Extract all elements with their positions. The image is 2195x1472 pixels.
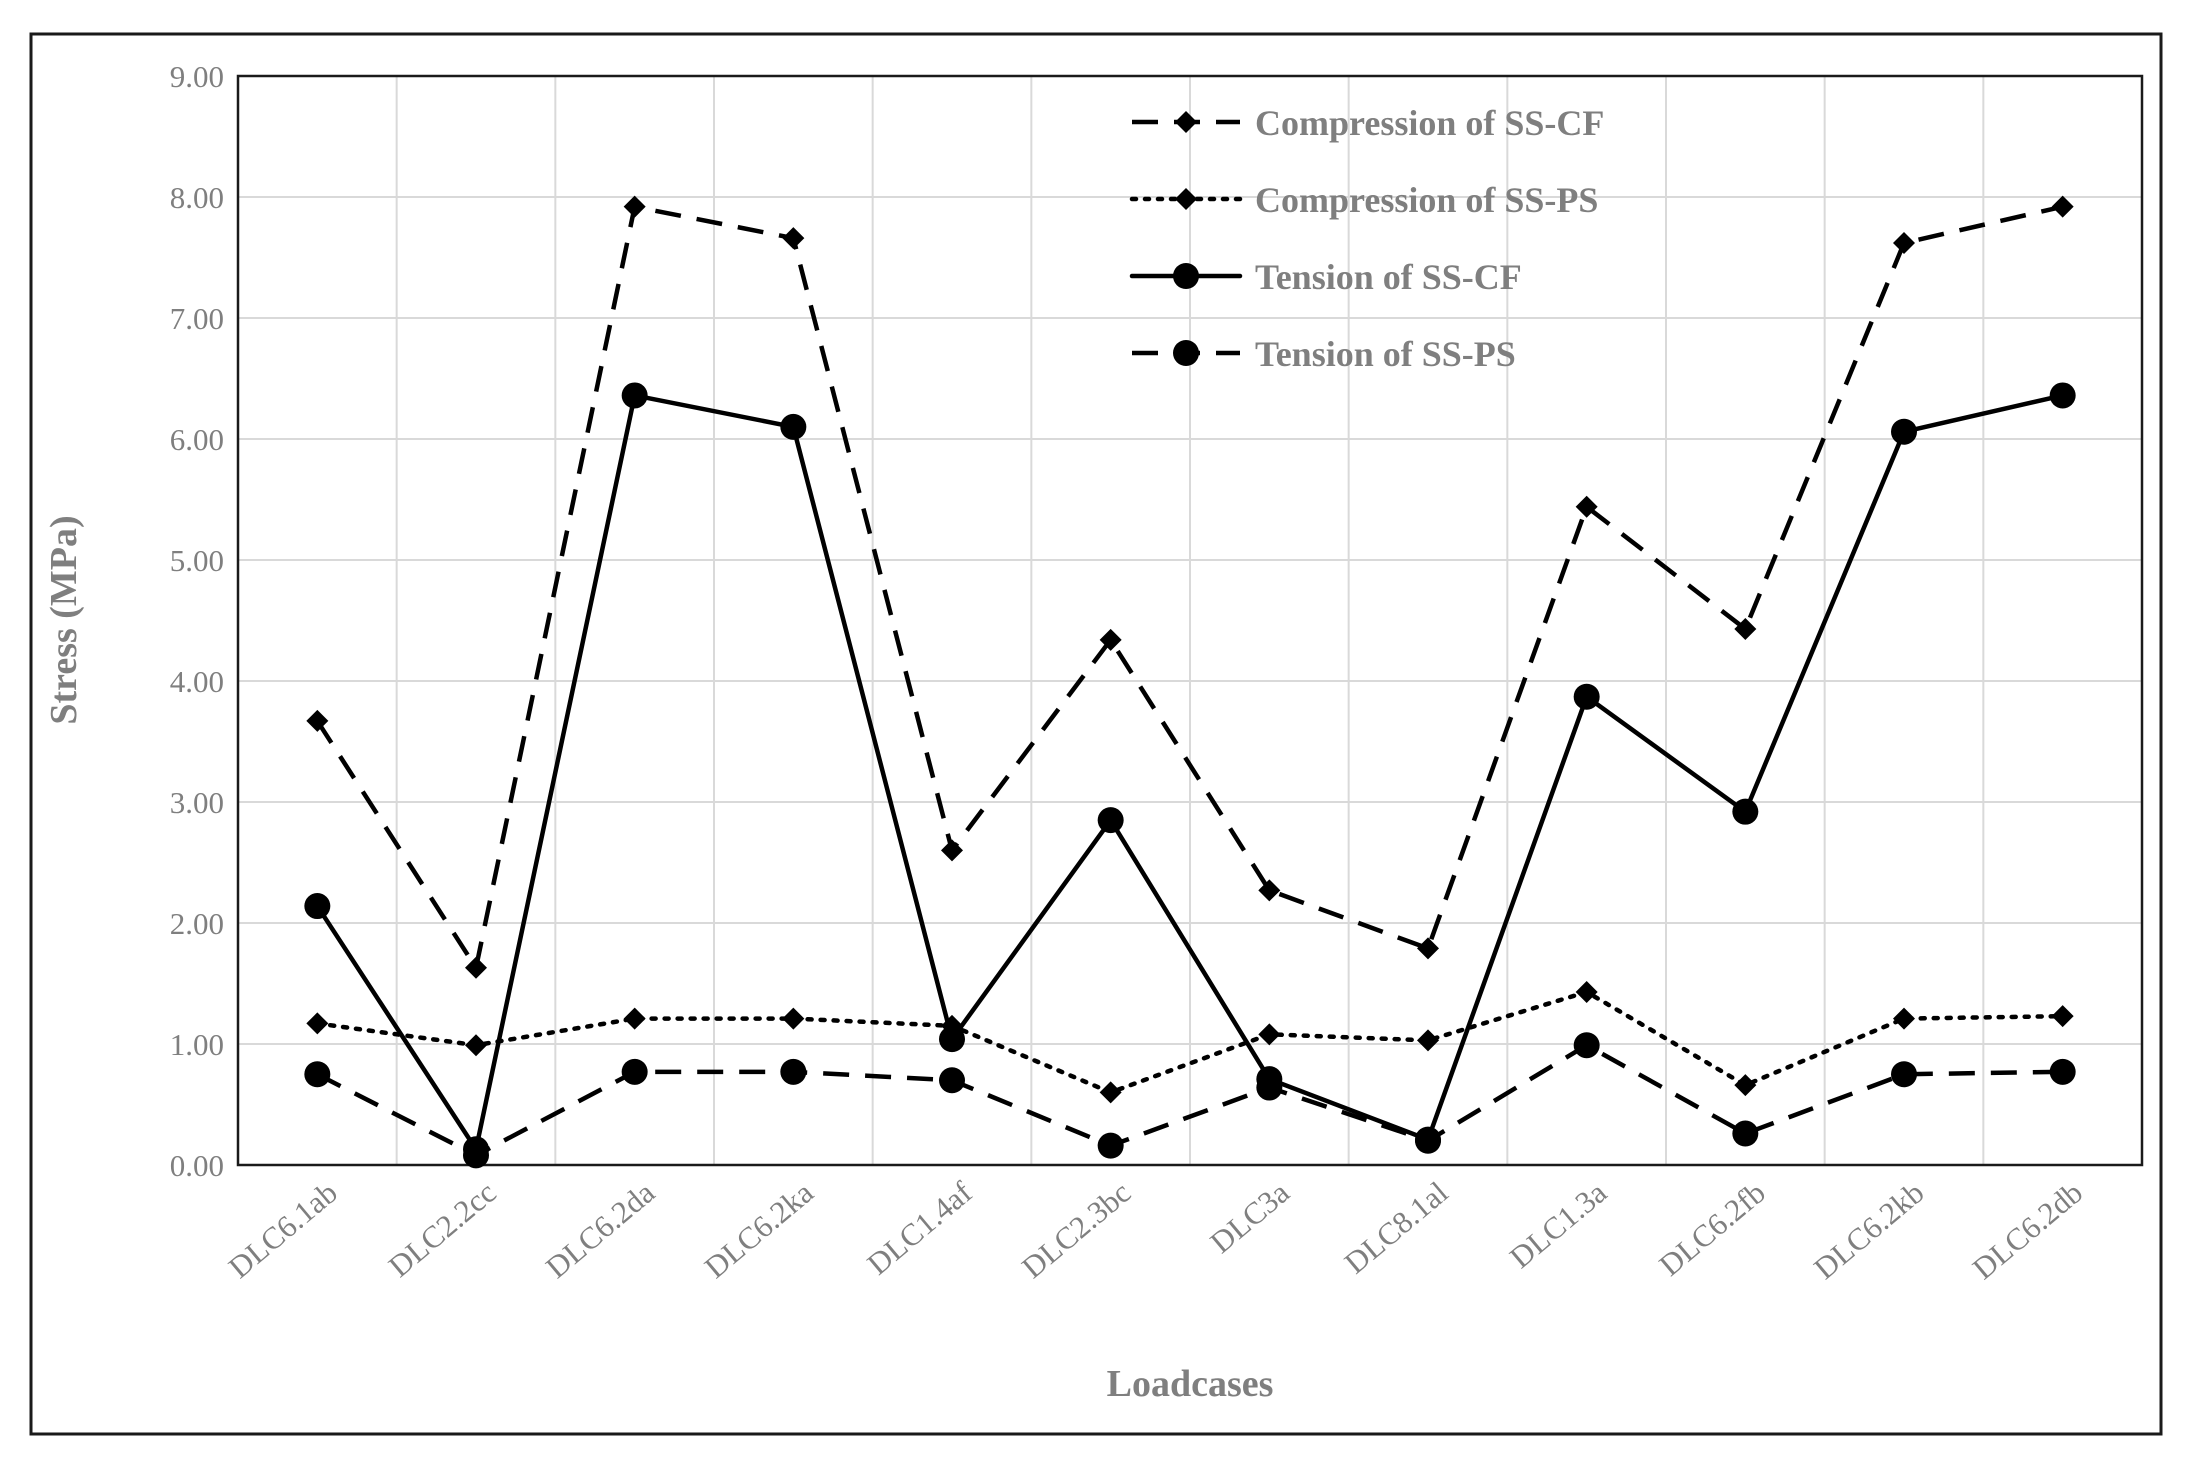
data-point <box>1575 495 1598 518</box>
data-point <box>2049 1058 2076 1085</box>
data-point <box>1891 418 1917 445</box>
y-tick-label: 0.00 <box>170 1148 224 1183</box>
data-point <box>306 1012 329 1035</box>
data-point <box>1893 231 1915 254</box>
series-line <box>315 393 2065 1152</box>
series-group <box>304 195 2076 1169</box>
series-line <box>316 1042 2063 1158</box>
data-point <box>939 1067 965 1094</box>
data-point <box>623 1007 646 1030</box>
data-point <box>1732 1120 1759 1147</box>
data-point <box>939 1026 965 1053</box>
data-point <box>1891 1061 1917 1088</box>
data-point <box>782 1007 805 1030</box>
data-point <box>465 956 487 979</box>
data-point <box>1893 1007 1915 1030</box>
legend-item: Compression of SS-PS <box>1129 180 1598 220</box>
data-point <box>782 227 805 250</box>
data-point <box>1734 617 1757 640</box>
data-point <box>1099 1081 1122 1104</box>
data-point <box>780 1058 807 1085</box>
data-point <box>623 195 646 218</box>
legend-item: Compression of SS-CF <box>1132 103 1604 143</box>
data-point <box>780 413 807 440</box>
data-point <box>1097 807 1124 834</box>
data-point <box>306 709 329 732</box>
series-line <box>315 204 2064 971</box>
y-tick-label: 5.00 <box>170 543 224 578</box>
legend-label: Compression of SS-PS <box>1255 180 1598 220</box>
data-point <box>2051 1005 2074 1028</box>
data-point <box>1417 1029 1439 1052</box>
y-tick-label: 6.00 <box>170 422 224 457</box>
legend-marker <box>1175 188 1197 210</box>
legend-marker <box>1173 340 1199 366</box>
data-point <box>621 1058 648 1085</box>
data-point <box>1258 1023 1281 1046</box>
data-point <box>1099 628 1122 651</box>
y-tick-label: 1.00 <box>170 1027 224 1062</box>
data-point <box>621 382 648 409</box>
plot-area-frame <box>236 74 2144 1167</box>
series-1 <box>306 195 2074 979</box>
data-point <box>465 1034 487 1057</box>
data-point <box>1417 937 1439 960</box>
data-point <box>941 839 963 862</box>
y-axis-ticks: 0.00 1.00 2.00 3.00 4.00 5.00 6.00 7.00 8.00 9.00 <box>170 59 224 1183</box>
legend-label: Compression of SS-CF <box>1255 103 1604 143</box>
data-point <box>463 1142 489 1169</box>
series-4 <box>304 1032 2076 1169</box>
data-point <box>1573 1032 1600 1059</box>
data-point <box>2049 382 2076 409</box>
data-point <box>1415 1127 1441 1154</box>
x-axis-title: Loadcases <box>1107 1363 1274 1405</box>
y-axis-title: Stress (MPa) <box>43 515 85 724</box>
y-tick-label: 9.00 <box>170 59 224 94</box>
legend-label: Tension of SS-CF <box>1255 257 1522 297</box>
legend-label: Tension of SS-PS <box>1255 334 1516 374</box>
legend-item: Tension of SS-CF <box>1129 257 1522 297</box>
y-tick-label: 4.00 <box>170 664 224 699</box>
legend: Compression of SS-CF Compression of SS-PS… <box>1129 103 1604 374</box>
y-tick-label: 8.00 <box>170 180 224 215</box>
data-point <box>304 1061 331 1088</box>
data-point <box>1573 683 1600 710</box>
data-point <box>1575 980 1598 1003</box>
series-line <box>315 989 2065 1095</box>
legend-item: Tension of SS-PS <box>1132 334 1516 374</box>
data-point <box>1258 879 1281 902</box>
chart-border <box>29 32 2163 1436</box>
data-point <box>1732 798 1759 825</box>
data-point <box>1097 1132 1124 1159</box>
y-tick-label: 2.00 <box>170 906 224 941</box>
data-point <box>304 893 331 920</box>
data-point <box>1256 1074 1283 1101</box>
data-point <box>1734 1074 1757 1097</box>
y-tick-label: 7.00 <box>170 301 224 336</box>
y-tick-label: 3.00 <box>170 785 224 820</box>
legend-marker <box>1175 111 1197 133</box>
legend-marker <box>1173 263 1199 289</box>
data-point <box>2051 195 2074 218</box>
